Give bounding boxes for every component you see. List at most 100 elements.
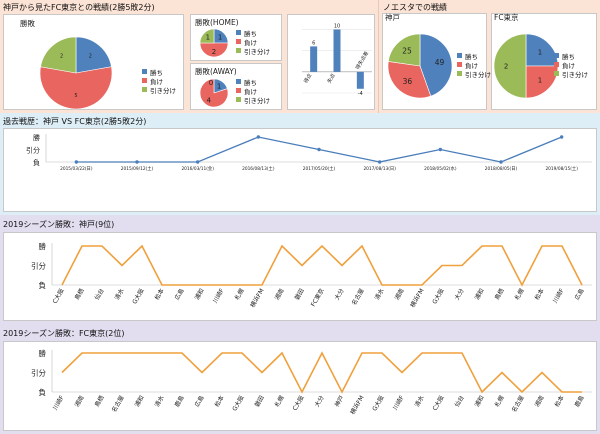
x-category-label: 2015/03/22(日) — [60, 166, 93, 172]
noesta-fctokyo-legend: 勝ち 負け 引き分け — [554, 51, 588, 79]
x-category-label: 松本 — [153, 287, 166, 301]
x-category-label: 仙台 — [453, 394, 466, 408]
x-category-label: 鳥栖 — [93, 394, 106, 408]
x-category-label: 湘南 — [273, 287, 286, 301]
overall-pie-chart: 2 5 2 — [39, 36, 113, 110]
pie-data-label: 25 — [402, 47, 412, 56]
bar-data-label: 10 — [334, 23, 340, 29]
y-tick-label: 負 — [39, 280, 47, 290]
x-category-label: 川崎F — [391, 394, 406, 412]
x-category-label: G大阪 — [370, 394, 385, 412]
x-category-label: 神戸 — [333, 394, 346, 408]
legend-item-win: 勝ち — [236, 28, 270, 38]
kobe-2019-panel: 2019シーズン勝敗：神戸(9位) 勝引分負 C大阪 鳥栖 仙台 清水 G大阪 松本 広島 浦和… — [0, 215, 600, 324]
kobe-2019-title: 2019シーズン勝敗：神戸(9位) — [3, 220, 115, 229]
pie-data-label: 4 — [207, 96, 212, 104]
x-category-label: 浦和 — [473, 394, 486, 408]
x-category-label: 鹿島 — [573, 394, 586, 408]
history-title: 過去戦歴：神戸 VS FC東京(2勝5敗2分) — [3, 117, 147, 126]
x-category-label: C大阪 — [431, 394, 446, 412]
bar-1 — [333, 29, 341, 72]
legend-swatch-win — [236, 79, 241, 84]
x-category-label: 広島 — [193, 394, 206, 408]
x-category-label: 清水 — [413, 394, 426, 408]
legend-item-loss: 負け — [554, 60, 588, 70]
x-category-label: 湘南 — [393, 287, 406, 301]
history-panel: 過去戦歴：神戸 VS FC東京(2勝5敗2分) 勝引分負 2015/03/22(日… — [0, 113, 600, 215]
x-category-label: 横浜FM — [408, 287, 425, 309]
legend-swatch-win — [236, 30, 241, 35]
bar-2 — [356, 71, 364, 89]
x-category-label: 鳥栖 — [493, 287, 506, 301]
away-pie-legend: 勝ち 負け 引き分け — [236, 77, 270, 105]
x-category-label: 2015/09/12(土) — [121, 165, 154, 172]
legend-item-draw: 引き分け — [236, 46, 270, 56]
pie-data-label: 36 — [403, 77, 413, 86]
head-to-head-panel: 神戸から見たFC東京との戦績(2勝5敗2分) 勝敗 2 5 2 勝ち 負け 引き分け… — [0, 0, 378, 113]
x-category-label: 横浜FM — [248, 287, 265, 309]
pie-slice-draw — [493, 33, 527, 99]
pie-slice-loss — [525, 65, 559, 99]
y-tick-label: 負 — [33, 158, 40, 167]
x-category-label: 川崎F — [51, 394, 66, 412]
x-category-label: G大阪 — [130, 287, 145, 305]
x-category-label: 札幌 — [273, 394, 286, 408]
pie-data-label-zero: 0 — [209, 79, 213, 87]
y-tick-label: 勝 — [33, 133, 40, 142]
data-point — [438, 147, 443, 152]
y-tick-label: 勝 — [39, 348, 47, 358]
data-point — [559, 135, 564, 139]
x-category-label: 名古屋 — [350, 287, 366, 307]
legend-item-loss: 負け — [142, 76, 176, 86]
noesta-kobe-card: 神戸 49 36 25 勝ち 負け 引き分け — [382, 13, 491, 110]
bar-0 — [310, 46, 318, 72]
legend-swatch-loss — [142, 78, 147, 83]
x-category-label: 2017/05/20(土) — [303, 165, 336, 172]
x-category-label: 仙台 — [93, 287, 106, 301]
x-category-label: 磐田 — [253, 394, 266, 408]
fctokyo-2019-card: 勝引分負川崎F 湘南 鳥栖 名古屋 浦和 清水 鹿島 広島 松本 G大阪 磐田 札幌 C大阪 大分 神戸 横浜… — [3, 341, 597, 431]
x-category-label: 札幌 — [513, 287, 526, 301]
history-card: 勝引分負 2015/03/22(日) 2015/09/12(土) 2016/03/11… — [3, 128, 597, 212]
noesta-kobe-title: 神戸 — [385, 13, 400, 22]
away-pie-title: 勝敗(AWAY) — [195, 67, 237, 76]
legend-item-win: 勝ち — [236, 77, 270, 87]
data-point — [499, 160, 503, 164]
pie-data-label: 2 — [60, 54, 63, 60]
legend-swatch-draw — [142, 87, 147, 92]
legend-swatch-draw — [236, 48, 241, 53]
x-category-label: 広島 — [173, 287, 186, 301]
pie-data-label: 2 — [212, 48, 216, 56]
legend-swatch-loss — [236, 39, 241, 44]
legend-item-draw: 引き分け — [554, 69, 588, 79]
data-point — [256, 135, 261, 139]
legend-swatch-loss — [457, 62, 462, 67]
kobe-2019-line-chart: 勝引分負C大阪 鳥栖 仙台 清水 G大阪 松本 広島 浦和 川崎F 札幌 横浜FM 湘南 磐田 FC東京大… — [31, 241, 592, 309]
legend-item-draw: 引き分け — [236, 95, 270, 105]
noesta-panel: ノエスタでの戦績 神戸 49 36 25 勝ち 負け 引き分け FC東京 1 1 2 勝… — [378, 0, 600, 113]
x-category-label: 大分 — [313, 394, 326, 408]
y-tick-label: 引分 — [26, 146, 40, 155]
y-tick-label: 負 — [39, 387, 47, 397]
kobe-2019-card: 勝引分負 C大阪 鳥栖 仙台 清水 G大阪 松本 広島 浦和 川崎F 札幌 横浜FM 湘南 磐田 FC東京大… — [3, 232, 597, 321]
x-category-label: 2016/03/11(金) — [181, 165, 214, 172]
head-to-head-title: 神戸から見たFC東京との戦績(2勝5敗2分) — [3, 3, 155, 12]
x-category-label: 鳥栖 — [73, 287, 86, 301]
x-category-label: 浦和 — [193, 287, 206, 301]
x-category-label: 鹿島 — [173, 394, 186, 408]
pie-slice-win — [419, 33, 453, 97]
x-category-label: 松本 — [213, 394, 226, 408]
legend-swatch-loss — [236, 88, 241, 93]
x-category-label: C大阪 — [51, 287, 66, 305]
noesta-fctokyo-card: FC東京 1 1 2 勝ち 負け 引き分け — [491, 13, 597, 110]
x-category-label: 松本 — [553, 394, 566, 408]
x-category-label: C大阪 — [291, 394, 306, 412]
pie-data-label: 1 — [538, 76, 542, 84]
x-category-label: 広島 — [573, 287, 586, 301]
overall-pie-title: 勝敗 — [20, 19, 35, 28]
pie-slice-loss — [199, 78, 229, 108]
legend-item-draw: 引き分け — [457, 69, 491, 79]
legend-swatch-draw — [236, 97, 241, 102]
